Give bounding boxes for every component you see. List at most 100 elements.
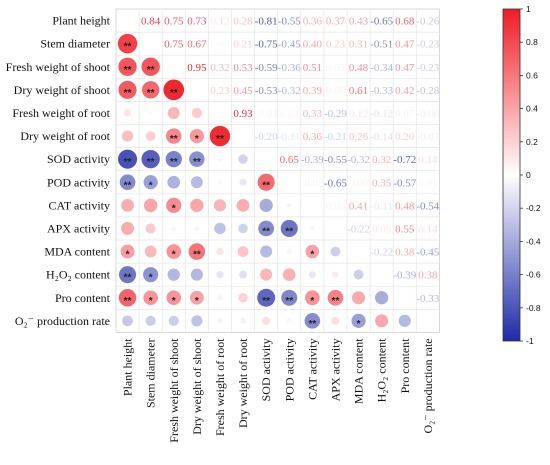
significance-mark: * xyxy=(195,296,199,307)
corr-circle xyxy=(286,248,292,255)
corr-value: 0.55 xyxy=(395,223,415,235)
corr-value: 0.23 xyxy=(326,39,346,51)
cell-layer: 0.84 0.75 0.73 0.12 0.28 -0.81 -0.55 0.36 0.37 0.… xyxy=(117,16,440,330)
corr-circle xyxy=(118,57,137,76)
corr-circle xyxy=(166,128,182,144)
colorbar-tick-label: -0.4 xyxy=(526,236,541,246)
corr-value: 0.14 xyxy=(418,223,438,235)
row-label: Dry weight of shoot xyxy=(14,83,111,97)
corr-circle xyxy=(189,128,204,144)
significance-mark: ** xyxy=(147,157,155,168)
corr-value: 0.06 xyxy=(349,177,369,189)
corr-circle xyxy=(121,198,134,212)
corr-value: 0.67 xyxy=(187,39,207,51)
corr-circle xyxy=(171,226,177,231)
corr-circle xyxy=(262,316,271,325)
corr-circle xyxy=(327,289,344,306)
corr-value: -0.39 xyxy=(393,270,416,282)
corr-value: -0.45 xyxy=(278,39,301,51)
corr-circle xyxy=(119,266,137,284)
significance-mark: ** xyxy=(285,226,293,237)
significance-mark: ** xyxy=(170,88,178,99)
corr-value: -0.05 xyxy=(301,177,324,189)
colorbar-tick-label: 0.6 xyxy=(526,70,538,80)
corr-value: -0.72 xyxy=(393,154,416,166)
corr-value: 0.37 xyxy=(326,16,346,28)
corr-value: 0.33 xyxy=(303,108,323,120)
corr-value: 0.61 xyxy=(349,85,368,97)
significance-mark: ** xyxy=(308,319,316,330)
corr-value: 0.40 xyxy=(303,39,323,51)
corr-circle xyxy=(281,289,298,306)
corr-value: 0.93 xyxy=(233,108,253,120)
significance-mark: ** xyxy=(262,226,270,237)
corr-value: 0.75 xyxy=(164,16,184,28)
row-label: Stem diameter xyxy=(40,37,110,51)
corr-value: -0.54 xyxy=(416,200,439,212)
corr-value: -0.26 xyxy=(416,16,439,28)
corr-value: -0.53 xyxy=(255,85,278,97)
corr-circle xyxy=(260,268,273,281)
significance-mark: ** xyxy=(216,134,224,145)
corr-value: 0.47 xyxy=(395,62,415,74)
column-label: Fresh weight of shoot xyxy=(167,338,181,443)
column-label: CAT activity xyxy=(305,338,319,399)
colorbar-tick-label: -0.8 xyxy=(526,303,541,313)
significance-mark: ** xyxy=(332,296,340,307)
corr-value: 0.65 xyxy=(280,154,300,166)
corr-circle xyxy=(148,111,153,115)
corr-value: 0.05 xyxy=(418,177,438,189)
column-labels: Plant height Stem diameter Fresh weight of… xyxy=(121,338,435,443)
corr-value: 0.04 xyxy=(280,108,300,120)
corr-value: 0.12 xyxy=(349,108,368,120)
colorbar-gradient xyxy=(502,8,521,342)
significance-mark: ** xyxy=(124,157,132,168)
corr-value: 0.05 xyxy=(326,200,346,212)
colorbar: 1 0.8 0.6 0.4 0.2 0 -0.2 -0.4 -0.6 -0.8 -1 xyxy=(502,4,541,346)
corr-circle xyxy=(375,291,389,305)
column-label: Dry weight of root xyxy=(236,338,250,428)
significance-mark: ** xyxy=(170,157,178,168)
significance-mark: ** xyxy=(147,88,155,99)
corr-circle xyxy=(257,288,276,307)
corr-circle xyxy=(240,318,246,324)
corr-value: -0.21 xyxy=(324,131,347,143)
corr-value: 0.35 xyxy=(372,177,392,189)
corr-value: 0.53 xyxy=(233,62,253,74)
significance-mark: ** xyxy=(193,250,201,261)
corr-circle xyxy=(331,316,340,325)
corr-circle xyxy=(308,271,316,279)
corr-value: -0.07 xyxy=(416,131,439,143)
corr-circle xyxy=(237,246,249,257)
corr-value: -0.12 xyxy=(370,108,393,120)
corr-value: -0.32 xyxy=(278,85,301,97)
significance-mark: ** xyxy=(147,65,155,76)
column-label: Stem diameter xyxy=(144,338,158,408)
significance-mark: ** xyxy=(124,273,132,284)
corr-circle xyxy=(166,197,182,213)
significance-mark: ** xyxy=(193,157,201,168)
corr-circle xyxy=(145,131,156,141)
significance-mark: * xyxy=(310,296,314,307)
corr-circle xyxy=(282,268,296,281)
corr-circle xyxy=(144,245,157,258)
corr-value: -0.65 xyxy=(370,16,393,28)
corr-value: 0.23 xyxy=(210,85,230,97)
corr-circle xyxy=(238,223,248,234)
corr-circle xyxy=(120,244,135,259)
corr-value: -0.33 xyxy=(370,85,393,97)
corr-value: 0.14 xyxy=(418,154,438,166)
row-label: H₂O₂ content xyxy=(46,268,111,282)
significance-mark: ** xyxy=(124,88,132,99)
significance-mark: * xyxy=(357,319,361,330)
corr-value: 0.41 xyxy=(349,200,368,212)
colorbar-tick-label: -0.6 xyxy=(526,270,541,280)
corr-circle xyxy=(351,313,366,328)
corr-value: 0.38 xyxy=(418,270,438,282)
corr-circle xyxy=(119,174,136,191)
corr-circle xyxy=(121,222,134,235)
corr-value: -0.23 xyxy=(416,62,439,74)
corr-value: 0.95 xyxy=(187,62,207,74)
corr-circle xyxy=(194,225,200,232)
